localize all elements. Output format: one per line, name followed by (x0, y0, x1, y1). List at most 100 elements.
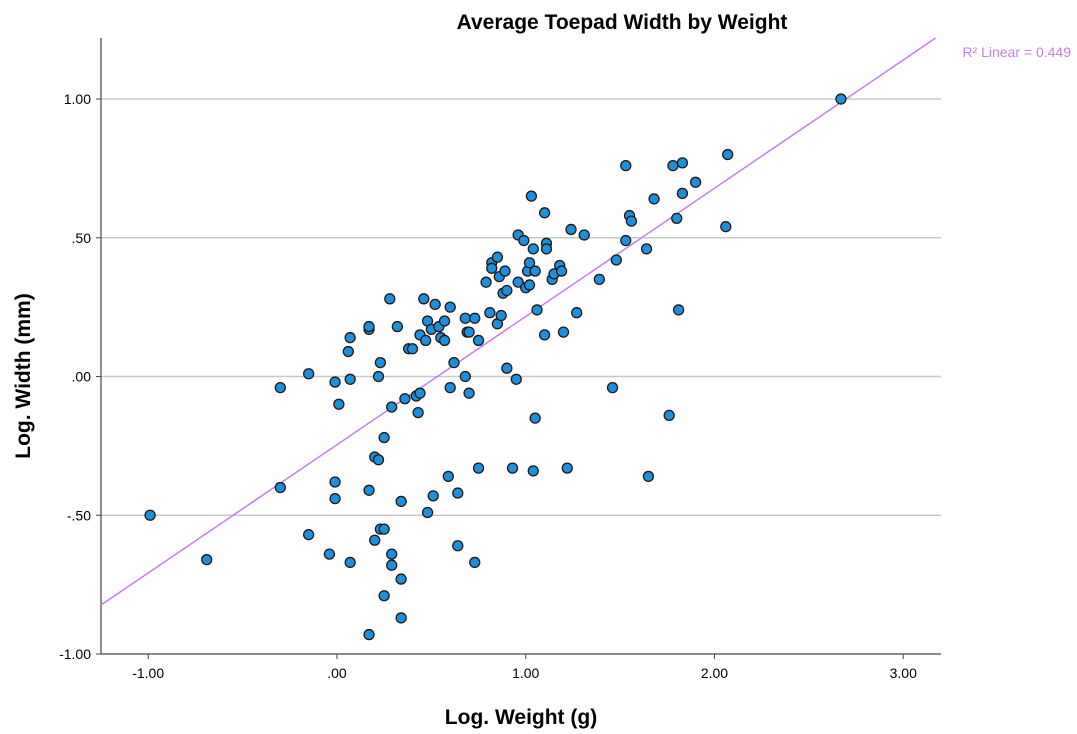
data-point (363, 628, 375, 641)
data-point (323, 548, 336, 560)
x-tick-label: 2.00 (701, 665, 728, 681)
data-point (463, 326, 475, 338)
data-point (506, 462, 519, 474)
data-point (386, 559, 398, 571)
tick-labels: -1.00 -.50 .00 .50 1.00 -1.00 .00 1.00 2.00 3.00 (59, 91, 917, 681)
data-point (620, 234, 632, 247)
data-point (452, 540, 464, 552)
data-point (302, 529, 315, 541)
data-point (386, 401, 398, 413)
data-point (395, 495, 407, 508)
x-tick-label: 3.00 (890, 665, 917, 681)
data-point (427, 490, 439, 502)
data-point (472, 462, 485, 474)
data-point (486, 262, 498, 274)
data-point (372, 454, 385, 466)
data-point (501, 362, 513, 374)
data-point (378, 431, 390, 444)
y-tick-label: -1.00 (59, 646, 91, 662)
fit-line (100, 37, 937, 606)
data-point (565, 223, 577, 236)
data-point (606, 381, 619, 394)
data-point (363, 484, 375, 496)
data-point (395, 573, 407, 585)
data-point (363, 320, 375, 333)
data-point (676, 187, 689, 200)
data-point (421, 506, 434, 519)
data-point (412, 406, 424, 419)
data-point (201, 554, 213, 566)
data-point (527, 243, 539, 255)
axes (96, 38, 941, 659)
data-point (625, 215, 638, 227)
data-point (571, 307, 583, 319)
data-point (333, 398, 345, 410)
data-point (620, 159, 632, 172)
data-point (663, 409, 675, 422)
data-point (144, 509, 156, 521)
data-point (344, 556, 356, 569)
data-point (593, 273, 605, 286)
data-point (302, 368, 315, 380)
data-point (329, 476, 341, 488)
data-point (378, 523, 390, 535)
data-point (395, 612, 407, 624)
data-point (491, 251, 504, 263)
data-point (414, 387, 426, 399)
data-point (444, 301, 456, 313)
y-axis-label: Log. Width (mm) (12, 293, 35, 458)
data-point (386, 548, 398, 560)
data-point (512, 276, 524, 288)
data-point (538, 207, 551, 219)
data-point (501, 284, 513, 297)
data-point (463, 387, 475, 399)
data-point (523, 279, 536, 291)
data-point (499, 265, 511, 277)
data-point (344, 332, 356, 344)
data-point (835, 93, 847, 105)
data-point (518, 234, 530, 247)
data-point (648, 193, 660, 205)
y-tick-label: .00 (72, 369, 92, 385)
y-tick-label: 1.00 (64, 91, 91, 107)
data-point (523, 257, 536, 269)
x-tick-label: -1.00 (132, 665, 164, 681)
data-point (540, 243, 553, 255)
data-point (555, 265, 568, 277)
data-point (438, 334, 451, 347)
chart-title: Average Toepad Width by Weight (457, 11, 788, 34)
data-point (557, 326, 570, 338)
data-point (676, 157, 689, 169)
data-point (342, 345, 354, 358)
data-point (418, 293, 430, 305)
data-point (672, 304, 685, 316)
data-point (640, 243, 653, 255)
data-point (384, 293, 396, 305)
data-point (538, 329, 551, 341)
data-point (480, 276, 492, 288)
data-point (527, 465, 539, 477)
data-point (459, 370, 471, 383)
data-point (459, 312, 471, 324)
data-point (452, 487, 464, 499)
data-point (472, 334, 485, 347)
data-point (529, 412, 541, 424)
data-point (525, 190, 538, 202)
data-point (399, 393, 411, 405)
data-point (448, 356, 460, 369)
y-tick-label: -.50 (67, 507, 91, 523)
data-point (642, 470, 655, 483)
x-tick-label: .00 (327, 665, 347, 681)
data-point (510, 373, 522, 385)
data-point (372, 370, 385, 383)
data-point (442, 470, 454, 483)
x-axis-label: Log. Weight (g) (445, 706, 597, 729)
data-point (344, 373, 356, 385)
data-point (720, 221, 732, 233)
data-point (578, 229, 590, 241)
data-point (444, 381, 456, 394)
fit-line-label: R² Linear = 0.449 (962, 44, 1071, 60)
fit-line-group: R² Linear = 0.449 (100, 37, 1071, 606)
data-point (469, 312, 481, 324)
